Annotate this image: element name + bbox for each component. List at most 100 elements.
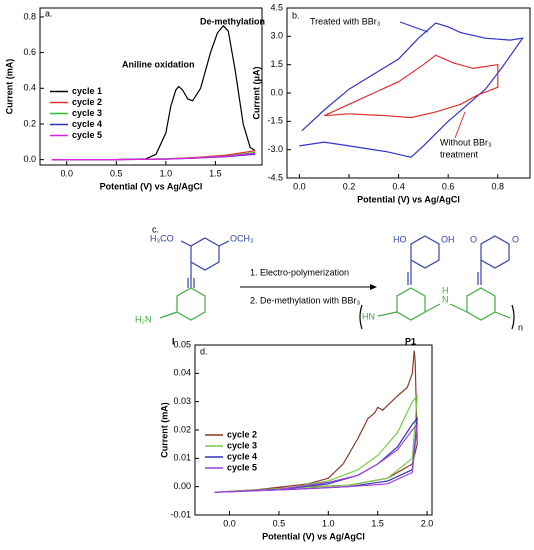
annotation: d. xyxy=(200,346,208,356)
step: 2. De-methylation with BBr₃ xyxy=(250,295,361,305)
x-tick-label: 0.4 xyxy=(392,181,405,191)
bond xyxy=(424,303,441,313)
legend-label: cycle 1 xyxy=(72,86,102,96)
bond xyxy=(180,240,192,247)
annotation: De-methylation xyxy=(200,16,265,26)
ring xyxy=(396,287,426,321)
legend-label: cycle 3 xyxy=(227,440,257,450)
group-label: HN xyxy=(362,311,375,321)
y-tick-label: -3.0 xyxy=(267,144,283,154)
x-tick-label: 0.0 xyxy=(293,181,306,191)
ring xyxy=(410,235,440,269)
legend-label: cycle 2 xyxy=(227,429,257,439)
series-line xyxy=(51,24,256,161)
y-tick-label: 0.03 xyxy=(173,396,191,406)
y-tick-label: 0.01 xyxy=(173,453,191,463)
group-label: H₂N xyxy=(135,314,152,324)
y-tick-label: 0.05 xyxy=(173,339,191,349)
group-label: OCH₃ xyxy=(230,233,254,243)
group-label: OH xyxy=(441,234,455,244)
legend-label: cycle 4 xyxy=(72,119,102,129)
y-axis-label: Current (μA) xyxy=(251,66,261,119)
legend-label: cycle 2 xyxy=(72,97,102,107)
y-axis-label: Current (mA) xyxy=(4,59,14,115)
legend-label: cycle 5 xyxy=(227,462,257,472)
x-axis-label: Potential (V) vs Ag/AgCl xyxy=(357,194,460,204)
x-tick-label: 0.5 xyxy=(110,168,123,178)
x-tick-label: 1.0 xyxy=(322,518,335,528)
ring xyxy=(466,287,496,321)
bond xyxy=(449,303,468,313)
x-tick-label: 0.6 xyxy=(442,181,455,191)
x-tick-label: 0.5 xyxy=(273,518,286,528)
ring xyxy=(480,235,510,269)
y-tick-label: 0.04 xyxy=(173,368,191,378)
y-tick-label: -4.5 xyxy=(267,172,283,182)
annotation: treatment xyxy=(440,149,479,159)
group-label: H₃CO xyxy=(150,233,174,243)
bond xyxy=(159,311,178,319)
x-tick-label: 0.0 xyxy=(223,518,236,528)
arrow-head xyxy=(370,284,377,290)
x-tick-label: 0.0 xyxy=(61,168,74,178)
bracket xyxy=(359,304,515,330)
y-axis-label: Current (mA) xyxy=(159,402,169,458)
annotation: Treated with BBr₃ xyxy=(310,16,381,26)
group-label: H xyxy=(442,285,449,295)
x-tick-label: 2.0 xyxy=(421,518,434,528)
legend-label: cycle 4 xyxy=(227,451,257,461)
x-tick-label: 1.5 xyxy=(209,168,222,178)
y-tick-label: -0.01 xyxy=(170,509,191,519)
y-tick-label: 0.2 xyxy=(23,118,36,128)
annotation: b. xyxy=(292,10,300,20)
x-tick-label: 1.0 xyxy=(160,168,173,178)
legend-label: cycle 3 xyxy=(72,108,102,118)
scheme: c. H₃CO OCH₃ H₂N I 1. Electro-polymeriza… xyxy=(135,224,523,346)
y-tick-label: 1.5 xyxy=(270,59,283,69)
y-tick-label: 0.4 xyxy=(23,83,36,93)
annotation: Aniline oxidation xyxy=(122,59,195,69)
plot-frame xyxy=(39,7,263,166)
annotation-arrow xyxy=(399,21,429,33)
annotation: a. xyxy=(45,8,53,18)
series-line xyxy=(51,152,256,161)
y-tick-label: 3.0 xyxy=(270,31,283,41)
x-tick-label: 1.5 xyxy=(371,518,384,528)
series-line xyxy=(323,54,499,119)
series-line xyxy=(299,22,524,158)
x-axis-label: Potential (V) vs Ag/AgCl xyxy=(100,181,203,191)
y-tick-label: 0.8 xyxy=(23,11,36,21)
x-tick-label: 0.8 xyxy=(492,181,505,191)
y-tick-label: 4.5 xyxy=(270,2,283,12)
legend-box xyxy=(46,85,112,145)
y-tick-label: 0.0 xyxy=(270,87,283,97)
series-line xyxy=(214,422,418,493)
annotation-arrow xyxy=(454,111,466,139)
bond xyxy=(377,311,398,317)
compound-label: I xyxy=(172,336,175,346)
scheme-label: c. xyxy=(152,224,159,234)
x-tick-label: 0.2 xyxy=(343,181,356,191)
group-label: O xyxy=(470,234,477,244)
y-tick-label: 0.02 xyxy=(173,424,191,434)
y-tick-label: 0.0 xyxy=(23,154,36,164)
compound-label: P1 xyxy=(405,336,416,346)
ring xyxy=(190,237,220,271)
legend-box xyxy=(201,429,267,477)
series-line xyxy=(214,394,418,493)
plot-frame xyxy=(286,7,531,179)
ring xyxy=(176,287,206,321)
repeat-label: n xyxy=(518,322,523,332)
bond xyxy=(494,311,511,319)
bond xyxy=(218,240,230,247)
legend-label: cycle 5 xyxy=(72,130,102,140)
x-axis-label: Potential (V) vs Ag/AgCl xyxy=(262,531,365,541)
y-tick-label: -1.5 xyxy=(267,116,283,126)
y-tick-label: 0.6 xyxy=(23,47,36,57)
annotation: Without BBr₃ xyxy=(440,137,492,147)
group-label: O xyxy=(512,234,519,244)
group-label: N xyxy=(442,294,449,304)
step: 1. Electro-polymerization xyxy=(250,267,349,277)
y-tick-label: 0.00 xyxy=(173,481,191,491)
